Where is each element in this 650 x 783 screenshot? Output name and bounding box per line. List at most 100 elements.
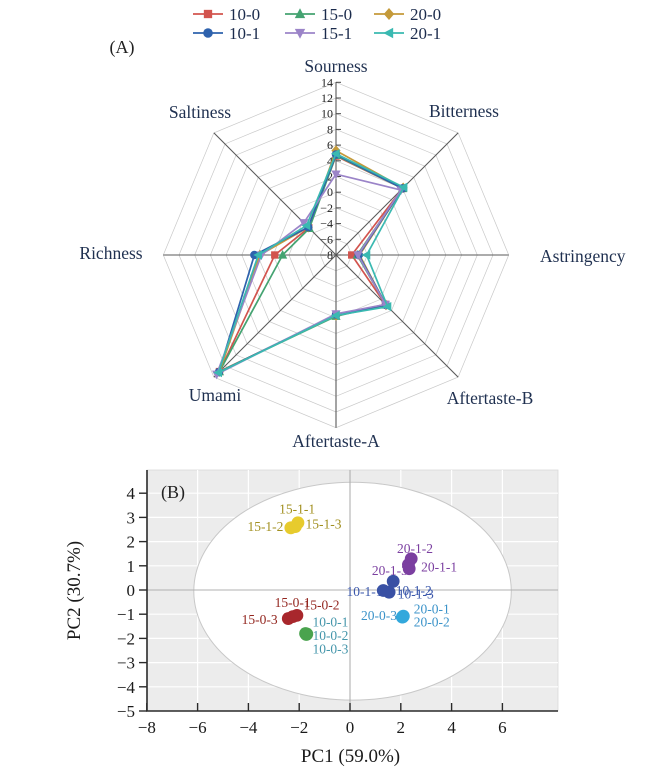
pca-point-15-0 — [290, 609, 304, 622]
confidence-ellipse — [193, 481, 512, 701]
pca-label-10-1-1: 10-1-1 — [347, 584, 383, 599]
legend-item-10-1: 10-1 — [193, 24, 260, 43]
pca-label-10-1-3: 10-1-3 — [398, 586, 434, 601]
radar-tick-label: −8 — [320, 248, 333, 262]
radar-marker-20-1 — [330, 149, 340, 159]
radar-tick-label: 12 — [321, 91, 333, 105]
pca-label-10-0-2: 10-0-2 — [312, 628, 348, 643]
pca-point-20-1 — [402, 562, 416, 576]
radar-marker-20-1 — [361, 250, 371, 260]
radar-axis-label-aftertaste-a: Aftertaste-A — [292, 431, 380, 451]
pca-points — [281, 516, 418, 641]
pca-ytick-label: −2 — [117, 629, 135, 648]
legend-item-10-0: 10-0 — [193, 5, 260, 24]
panel-b-tag: (B) — [161, 482, 185, 503]
pca-xaxis-title: PC1 (59.0%) — [301, 746, 400, 767]
radar-marker-20-1 — [330, 310, 340, 321]
pca-label-10-0-3: 10-0-3 — [312, 641, 348, 656]
radar-marker-10-0 — [348, 251, 356, 259]
pca-point-15-1 — [291, 516, 305, 530]
pca-point-20-1 — [404, 552, 418, 566]
legend-label-10-1: 10-1 — [229, 24, 260, 43]
legend-marker-10-1 — [203, 28, 213, 38]
pca-point-labels: 15-1-1 15-1-2 15-1-3 20-1-2 20-1-3 20-1-1 10-1… — [242, 501, 458, 656]
pca-point-10-1 — [386, 574, 400, 588]
pca-xtick-label: 0 — [346, 718, 355, 737]
radar-marker-10-0 — [271, 251, 279, 259]
radar-axis-label-saltiness: Saltiness — [169, 102, 231, 122]
pca-xtick-label: 2 — [397, 718, 406, 737]
radar-tick-label: −6 — [320, 232, 333, 246]
pca-label-15-1-1: 15-1-1 — [279, 501, 315, 516]
pca-ytick-label: −3 — [117, 654, 135, 673]
radar-marker-15-0 — [278, 249, 288, 259]
pca-ytick-label: 0 — [127, 581, 136, 600]
pca-ytick-label: −5 — [117, 702, 135, 721]
pca-label-20-0-1: 20-0-1 — [414, 601, 450, 616]
radar-series-20-0 — [214, 145, 408, 377]
legend-item-20-0: 20-0 — [374, 5, 441, 24]
pca-xtick-label: −4 — [239, 718, 258, 737]
radar-series-line-10-0 — [218, 155, 404, 373]
radar-marker-15-1 — [380, 300, 391, 310]
pca-label-15-1-2: 15-1-2 — [247, 519, 283, 534]
legend-marker-20-0 — [383, 8, 395, 20]
radar-tick-label: 4 — [327, 154, 333, 168]
legend-label-20-1: 20-1 — [410, 24, 441, 43]
pca-ytick-label: 1 — [127, 557, 136, 576]
radar-axis-label-astringency: Astringency — [540, 246, 626, 266]
radar-tick-label: 10 — [321, 107, 333, 121]
pca-label-15-0-2: 15-0-2 — [304, 598, 340, 613]
pca-ytick-label: 4 — [127, 484, 136, 503]
radar-axis-label-aftertaste-b: Aftertaste-B — [447, 388, 534, 408]
pca-label-15-0-3: 15-0-3 — [242, 612, 278, 627]
radar-tick-label: 14 — [321, 75, 333, 89]
pca-ytick-label: −1 — [117, 605, 135, 624]
pca-point-10-0 — [299, 628, 313, 641]
pca-point-10-1 — [382, 585, 396, 599]
radar-legend: 10-0 15-0 20-0 10-1 15-1 20-1 — [193, 5, 441, 43]
radar-tick-label: 2 — [327, 170, 333, 184]
radar-marker-20-1 — [382, 302, 392, 312]
radar-marker-20-1 — [213, 368, 223, 378]
radar-marker-15-1 — [331, 170, 341, 180]
pca-yaxis-title: PC2 (30.7%) — [64, 541, 85, 640]
legend-marker-20-1 — [383, 27, 394, 39]
legend-label-20-0: 20-0 — [410, 5, 441, 24]
legend-item-20-1: 20-1 — [374, 24, 441, 43]
pca-ytick-label: 3 — [127, 508, 136, 527]
radar-series-20-1 — [213, 149, 408, 378]
radar-tick-label: 0 — [327, 185, 333, 199]
pca-point-20-0 — [396, 610, 410, 624]
legend-label-15-0: 15-0 — [321, 5, 352, 24]
radar-axis-label-richness: Richness — [79, 243, 142, 263]
radar-marker-20-1 — [398, 182, 408, 192]
legend-item-15-1: 15-1 — [285, 24, 352, 43]
radar-tick-label: −2 — [320, 201, 333, 215]
pca-label-20-1-1: 20-1-1 — [421, 560, 457, 575]
legend-marker-15-1 — [294, 28, 306, 39]
pca-label-20-0-2: 20-0-2 — [414, 614, 450, 629]
radar-chart: 14121086420−2−4−6−8SournessBitternessAst… — [79, 5, 625, 451]
legend-label-10-0: 10-0 — [229, 5, 260, 24]
pca-label-20-0-3: 20-0-3 — [361, 608, 397, 623]
radar-marker-20-1 — [253, 250, 262, 260]
legend-marker-10-0 — [203, 9, 213, 19]
pca-ytick-label: 2 — [127, 533, 136, 552]
radar-marker-20-1 — [301, 220, 311, 231]
radar-axis-label-sourness: Sourness — [304, 56, 367, 76]
radar-marker-15-1 — [353, 251, 363, 261]
pca-label-15-1-3: 15-1-3 — [306, 517, 342, 532]
legend-marker-15-0 — [294, 8, 306, 19]
panel-a-tag: (A) — [110, 37, 135, 58]
radar-tick-label: 6 — [327, 138, 333, 152]
radar-series-10-0 — [215, 152, 407, 376]
pca-xtick-label: 4 — [447, 718, 456, 737]
legend-item-15-0: 15-0 — [285, 5, 352, 24]
pca-xtick-label: −8 — [138, 718, 156, 737]
pca-label-10-0-1: 10-0-1 — [312, 615, 348, 630]
pca-xtick-label: 6 — [498, 718, 507, 737]
